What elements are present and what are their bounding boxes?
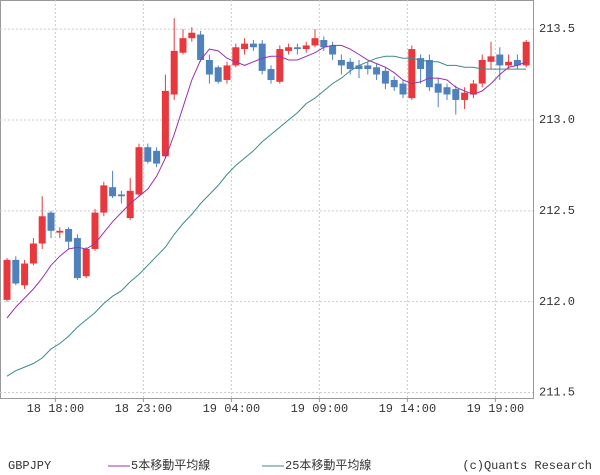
candle-body xyxy=(144,147,152,162)
x-tick-label: 19 19:00 xyxy=(467,402,525,416)
y-tick-label: 213.0 xyxy=(539,113,575,127)
candle-body xyxy=(478,59,486,84)
candle-body xyxy=(399,83,407,95)
candle-body xyxy=(425,59,433,88)
candle-body xyxy=(197,34,205,60)
candle-body xyxy=(91,212,99,249)
candle-body xyxy=(522,41,530,66)
candle-body xyxy=(223,65,231,80)
candle-body xyxy=(232,47,240,66)
candle-body xyxy=(373,67,381,75)
x-tick-label: 19 09:00 xyxy=(291,402,349,416)
candle-body xyxy=(346,61,354,70)
candle-body xyxy=(179,38,187,53)
y-tick-label: 211.5 xyxy=(539,386,575,400)
candle-body xyxy=(135,147,143,195)
x-tick-label: 19 04:00 xyxy=(203,402,261,416)
candle-body xyxy=(461,92,469,100)
candle-body xyxy=(417,58,425,70)
candle-body xyxy=(408,49,416,99)
y-tick-label: 212.5 xyxy=(539,204,575,218)
candle-body xyxy=(258,43,266,71)
legend-label: 5本移動平均線 xyxy=(131,457,210,473)
candle-body xyxy=(311,38,319,46)
candle-body xyxy=(241,43,249,50)
candle-body xyxy=(487,56,495,62)
y-tick-label: 212.0 xyxy=(539,295,575,309)
candle-body xyxy=(381,70,389,84)
candle-body xyxy=(276,49,284,82)
candle-body xyxy=(205,59,213,75)
candle-body xyxy=(56,230,64,233)
ma-line xyxy=(6,55,527,377)
candle-body xyxy=(170,50,178,95)
candle-body xyxy=(285,47,293,51)
candle-body xyxy=(100,185,108,213)
legend-label: 25本移動平均線 xyxy=(285,457,371,473)
candle-body xyxy=(293,47,301,50)
x-tick-label: 18 18:00 xyxy=(27,402,85,416)
candle-body xyxy=(161,90,169,157)
candle-body xyxy=(267,69,275,80)
candle-body xyxy=(337,59,345,66)
candle-body xyxy=(109,187,117,197)
x-tick-label: 19 14:00 xyxy=(379,402,437,416)
candle-body xyxy=(73,238,81,279)
candle-body xyxy=(469,83,477,95)
candle-body xyxy=(505,61,513,66)
candle-body xyxy=(355,65,363,70)
candle-body xyxy=(82,248,90,277)
candle-body xyxy=(249,43,257,48)
candle-body xyxy=(513,59,521,66)
candle-body xyxy=(452,89,460,100)
candle-body xyxy=(65,228,73,242)
candle-body xyxy=(443,87,451,95)
candle-body xyxy=(153,150,161,164)
candle-body xyxy=(3,259,11,300)
x-tick-label: 18 23:00 xyxy=(115,402,173,416)
candle-body xyxy=(214,67,222,82)
copyright: (c)Quants Research xyxy=(462,459,592,473)
candle-body xyxy=(320,39,328,48)
instrument: GBPJPY xyxy=(8,459,51,473)
candle-body xyxy=(38,216,46,244)
candle-body xyxy=(117,194,125,197)
ma-line xyxy=(6,44,527,319)
candle-body xyxy=(47,212,55,231)
candle-body xyxy=(21,263,29,286)
candle-body xyxy=(188,32,196,39)
plot-frame xyxy=(0,0,534,399)
candle-body xyxy=(390,79,398,88)
candle-body xyxy=(302,45,310,50)
y-tick-label: 213.5 xyxy=(539,22,575,36)
candle-body xyxy=(12,259,20,284)
candle-body xyxy=(496,54,504,66)
candle-body xyxy=(329,45,337,55)
candle-body xyxy=(434,83,442,93)
candle-body xyxy=(29,243,37,264)
candle-body xyxy=(126,190,134,219)
candle-body xyxy=(364,65,372,70)
